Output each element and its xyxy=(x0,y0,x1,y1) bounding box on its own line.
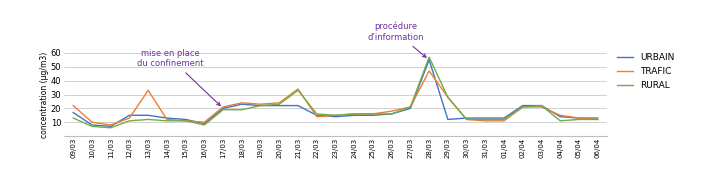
TRAFIC xyxy=(331,114,340,116)
URBAIN xyxy=(350,114,359,116)
Y-axis label: concentration (µg/m3): concentration (µg/m3) xyxy=(40,51,49,138)
TRAFIC xyxy=(144,89,153,91)
URBAIN xyxy=(444,118,452,121)
RURAL xyxy=(518,106,527,108)
RURAL xyxy=(388,113,396,115)
RURAL xyxy=(69,117,77,119)
RURAL xyxy=(219,109,227,111)
TRAFIC xyxy=(88,121,97,123)
RURAL xyxy=(312,113,321,115)
URBAIN xyxy=(537,105,546,107)
URBAIN xyxy=(462,117,471,119)
RURAL xyxy=(574,118,583,121)
TRAFIC xyxy=(294,88,302,90)
URBAIN xyxy=(425,59,433,61)
RURAL xyxy=(181,120,190,122)
Line: TRAFIC: TRAFIC xyxy=(73,71,598,125)
TRAFIC xyxy=(594,118,602,121)
TRAFIC xyxy=(238,102,246,104)
TRAFIC xyxy=(106,124,115,126)
RURAL xyxy=(368,113,377,115)
Line: URBAIN: URBAIN xyxy=(73,60,598,126)
RURAL xyxy=(500,118,508,121)
URBAIN xyxy=(294,105,302,107)
RURAL xyxy=(294,89,302,91)
TRAFIC xyxy=(350,113,359,115)
URBAIN xyxy=(481,117,490,119)
RURAL xyxy=(238,109,246,111)
URBAIN xyxy=(574,117,583,119)
RURAL xyxy=(163,120,171,122)
URBAIN xyxy=(518,105,527,107)
URBAIN xyxy=(125,114,133,116)
TRAFIC xyxy=(219,106,227,108)
Line: RURAL: RURAL xyxy=(73,57,598,128)
RURAL xyxy=(331,114,340,116)
URBAIN xyxy=(331,115,340,118)
URBAIN xyxy=(256,105,265,107)
URBAIN xyxy=(200,122,209,125)
URBAIN xyxy=(556,115,564,118)
TRAFIC xyxy=(462,118,471,121)
RURAL xyxy=(106,127,115,129)
TRAFIC xyxy=(444,96,452,98)
TRAFIC xyxy=(406,106,415,108)
URBAIN xyxy=(88,124,97,126)
TRAFIC xyxy=(200,121,209,123)
TRAFIC xyxy=(481,120,490,122)
RURAL xyxy=(425,56,433,58)
TRAFIC xyxy=(537,106,546,108)
URBAIN xyxy=(368,114,377,116)
TRAFIC xyxy=(574,117,583,119)
TRAFIC xyxy=(181,120,190,122)
TRAFIC xyxy=(312,115,321,118)
URBAIN xyxy=(238,103,246,105)
URBAIN xyxy=(219,107,227,109)
URBAIN xyxy=(406,107,415,109)
RURAL xyxy=(125,120,133,122)
TRAFIC xyxy=(125,117,133,119)
Text: procédure
d’information: procédure d’information xyxy=(367,22,426,57)
RURAL xyxy=(537,105,546,107)
URBAIN xyxy=(594,117,602,119)
TRAFIC xyxy=(388,110,396,112)
TRAFIC xyxy=(556,114,564,116)
RURAL xyxy=(481,118,490,121)
TRAFIC xyxy=(425,70,433,72)
RURAL xyxy=(594,118,602,121)
URBAIN xyxy=(181,118,190,121)
Legend: URBAIN, TRAFIC, RURAL: URBAIN, TRAFIC, RURAL xyxy=(617,53,674,90)
URBAIN xyxy=(144,114,153,116)
RURAL xyxy=(275,103,283,105)
RURAL xyxy=(556,120,564,122)
URBAIN xyxy=(275,105,283,107)
URBAIN xyxy=(388,113,396,115)
RURAL xyxy=(444,96,452,98)
RURAL xyxy=(406,106,415,108)
RURAL xyxy=(200,124,209,126)
TRAFIC xyxy=(69,105,77,107)
URBAIN xyxy=(312,114,321,116)
TRAFIC xyxy=(256,103,265,105)
URBAIN xyxy=(500,117,508,119)
RURAL xyxy=(88,125,97,128)
TRAFIC xyxy=(368,113,377,115)
URBAIN xyxy=(69,111,77,114)
RURAL xyxy=(350,113,359,115)
TRAFIC xyxy=(500,120,508,122)
URBAIN xyxy=(106,125,115,128)
URBAIN xyxy=(163,117,171,119)
Text: mise en place
du confinement: mise en place du confinement xyxy=(138,49,220,106)
TRAFIC xyxy=(163,118,171,121)
TRAFIC xyxy=(275,102,283,104)
RURAL xyxy=(144,118,153,121)
RURAL xyxy=(256,105,265,107)
RURAL xyxy=(462,118,471,121)
TRAFIC xyxy=(518,106,527,108)
